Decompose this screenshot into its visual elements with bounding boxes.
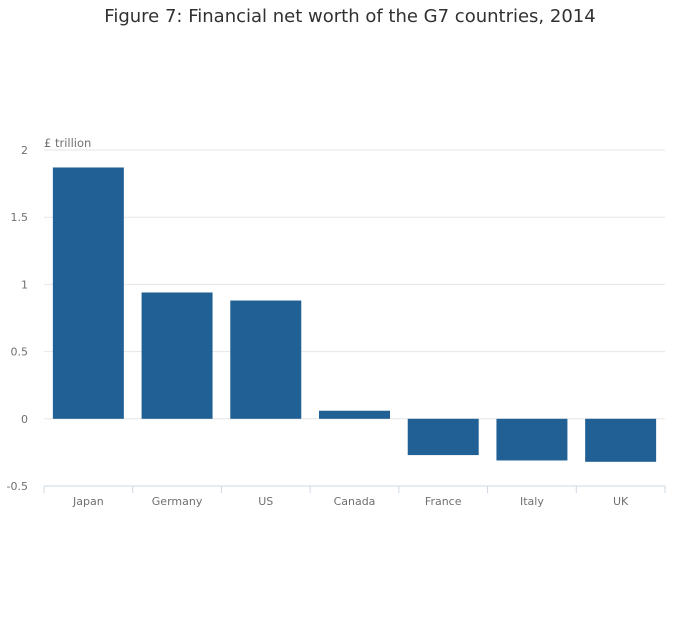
x-tick-label: US xyxy=(258,495,273,508)
y-axis-unit-label: £ trillion xyxy=(44,136,91,150)
x-tick-label: Canada xyxy=(334,495,376,508)
y-tick-label: -0.5 xyxy=(7,480,28,493)
y-tick-label: 1 xyxy=(21,278,28,291)
y-tick-label: 1.5 xyxy=(11,211,29,224)
x-axis: Japan Germany US Canada France Italy UK xyxy=(43,485,666,508)
bar-canada xyxy=(319,410,390,419)
bar-japan xyxy=(52,167,124,419)
x-tick-label: Japan xyxy=(72,495,104,508)
bar-us xyxy=(230,300,302,419)
chart-title: Figure 7: Financial net worth of the G7 … xyxy=(104,6,596,27)
grid-lines xyxy=(44,149,665,420)
y-tick-label: 2 xyxy=(21,144,28,157)
x-tick-label: UK xyxy=(613,495,629,508)
y-tick-label: 0.5 xyxy=(11,346,29,359)
y-tick-label: 0 xyxy=(21,413,28,426)
x-tick-label: France xyxy=(425,495,462,508)
x-tick-label: Germany xyxy=(152,495,203,508)
bars xyxy=(52,167,657,462)
bar-uk xyxy=(585,418,657,462)
y-axis-ticks: 2 1.5 1 0.5 0 -0.5 xyxy=(7,144,28,493)
bar-italy xyxy=(496,418,568,461)
bar-germany xyxy=(141,292,213,419)
x-tick-label: Italy xyxy=(520,495,544,508)
bar-france xyxy=(407,418,479,456)
